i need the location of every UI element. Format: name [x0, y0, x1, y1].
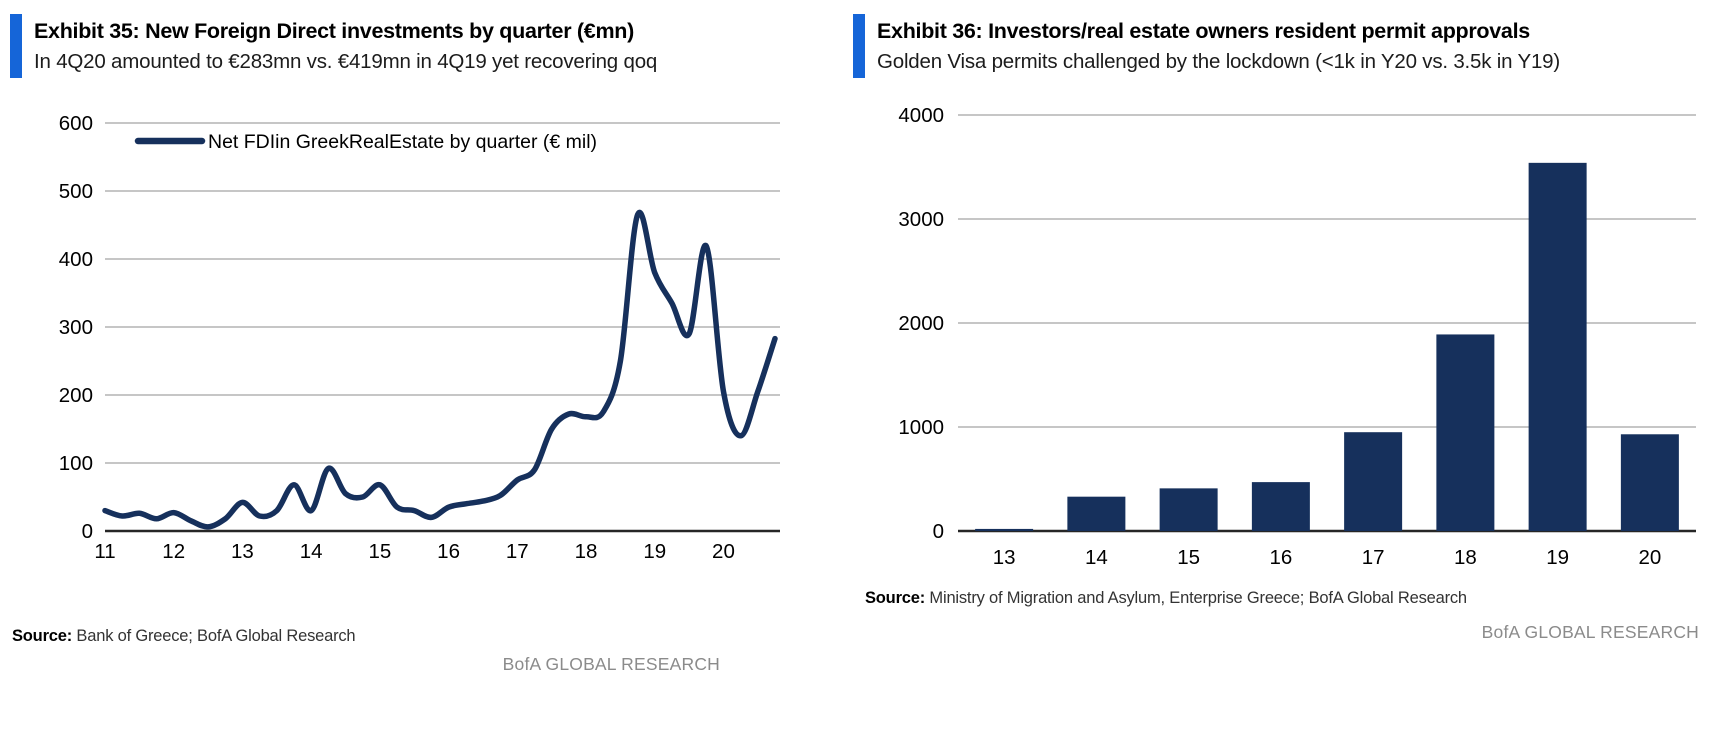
y-tick-label: 300	[59, 316, 93, 339]
x-tick-label: 20	[1638, 546, 1661, 568]
x-tick-label: 15	[368, 540, 391, 563]
x-tick-label: 20	[712, 540, 735, 563]
bar-14	[1067, 496, 1126, 531]
bar-19	[1528, 162, 1587, 531]
x-tick-label: 13	[231, 540, 254, 563]
x-tick-label: 12	[162, 540, 185, 563]
fdi-line-chart: 0 100 200 300 400 500 600 11 12 13 14 15 16 17 18 19 20 N…	[10, 86, 782, 571]
exhibit-36-header: Exhibit 36: Investors/real estate owners…	[853, 14, 1703, 78]
y-tick-label: 200	[59, 384, 93, 407]
bar-16	[1251, 482, 1310, 531]
y-tick-label: 2000	[898, 312, 944, 335]
golden-visa-bar-chart: 0 1000 2000 3000 4000 13 14 15 16 17 18 19 20	[853, 86, 1703, 573]
exhibit-36-title: Exhibit 36: Investors/real estate owners…	[877, 19, 1530, 43]
source-text: Bank of Greece; BofA Global Research	[72, 626, 356, 645]
exhibit-35-header: Exhibit 35: New Foreign Direct investmen…	[10, 14, 782, 78]
bofa-footer-left: BofA GLOBAL RESEARCH	[502, 653, 720, 674]
x-tick-label: 11	[94, 540, 115, 563]
fdi-line-chart-svg: 0 100 200 300 400 500 600 11 12 13 14 15 16 17 18 19 20 N…	[59, 112, 780, 563]
exhibit-36-source: Source: Ministry of Migration and Asylum…	[865, 589, 1703, 608]
exhibit-35-source: Source: Bank of Greece; BofA Global Rese…	[12, 627, 782, 646]
bar-17	[1344, 432, 1403, 531]
y-tick-label: 3000	[898, 208, 944, 231]
y-tick-label: 1000	[898, 416, 944, 439]
x-tick-label: 17	[1362, 546, 1385, 568]
bofa-footer-right: BofA GLOBAL RESEARCH	[1481, 621, 1699, 642]
exhibit-35-title: Exhibit 35: New Foreign Direct investmen…	[34, 19, 634, 43]
bar-18	[1436, 334, 1495, 531]
y-tick-label: 4000	[898, 104, 944, 127]
exhibit-35-subtitle: In 4Q20 amounted to €283mn vs. €419mn in…	[34, 50, 658, 74]
source-label: Source:	[12, 626, 73, 645]
x-tick-label: 19	[1546, 546, 1569, 568]
x-tick-label: 14	[1085, 546, 1108, 568]
y-tick-label: 100	[59, 452, 93, 475]
y-tick-label: 400	[59, 248, 93, 271]
net-fdi-series-line	[102, 209, 778, 530]
source-label: Source:	[865, 588, 926, 607]
y-tick-label: 0	[82, 520, 93, 543]
x-tick-label: 13	[993, 546, 1016, 568]
y-tick-label: 600	[59, 112, 93, 135]
exhibit-36-subtitle: Golden Visa permits challenged by the lo…	[877, 50, 1560, 74]
bar-15	[1159, 488, 1218, 531]
golden-visa-bar-chart-svg: 0 1000 2000 3000 4000 13 14 15 16 17 18 19 20	[898, 104, 1696, 569]
x-tick-label: 18	[575, 540, 598, 563]
x-tick-label: 15	[1177, 546, 1200, 568]
exhibit-35-panel: Exhibit 35: New Foreign Direct investmen…	[10, 14, 782, 675]
y-tick-label: 0	[933, 520, 944, 543]
source-text: Ministry of Migration and Asylum, Enterp…	[925, 588, 1467, 607]
x-tick-label: 16	[437, 540, 460, 563]
bar-20	[1620, 434, 1679, 531]
exhibit-accent-bar	[853, 14, 865, 78]
legend-label: Net FDIin GreekRealEstate by quarter (€ …	[208, 131, 597, 153]
exhibit-accent-bar	[10, 14, 22, 78]
x-tick-label: 16	[1269, 546, 1292, 568]
x-tick-label: 19	[643, 540, 666, 563]
bar-13	[975, 528, 1034, 531]
x-tick-label: 17	[506, 540, 529, 563]
y-tick-label: 500	[59, 180, 93, 203]
x-tick-label: 14	[300, 540, 323, 563]
x-tick-label: 18	[1454, 546, 1477, 568]
exhibit-36-panel: Exhibit 36: Investors/real estate owners…	[853, 14, 1703, 643]
